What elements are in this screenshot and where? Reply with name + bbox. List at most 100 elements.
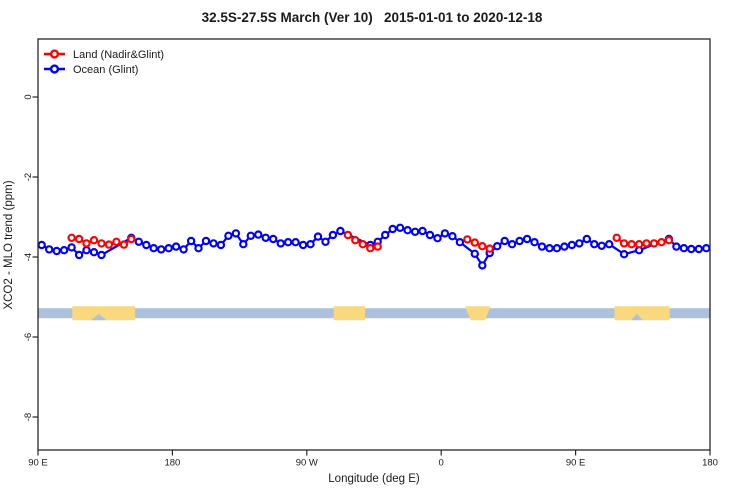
land-region [72, 306, 136, 321]
data-point [246, 231, 255, 240]
data-point [440, 229, 450, 238]
data-point [97, 250, 106, 260]
data-point [597, 241, 606, 250]
data-point [269, 234, 278, 244]
chart-title: 32.5S-27.5S March (Ver 10) 2015-01-01 to… [202, 10, 543, 25]
data-point [388, 224, 397, 234]
data-point [500, 236, 509, 246]
data-point [67, 243, 76, 252]
data-point [537, 242, 547, 251]
data-point [575, 239, 584, 248]
y-axis-label: XCO2 - MLO trend (ppm) [3, 180, 15, 309]
data-point [358, 239, 367, 249]
legend-item-ocean: Ocean (Glint) [44, 64, 138, 76]
data-point [313, 232, 323, 241]
data-point [485, 244, 494, 253]
data-point [306, 239, 315, 249]
data-point [231, 229, 241, 238]
data-point [74, 234, 84, 244]
data-point [89, 247, 99, 257]
x-tick-label: 0 [439, 458, 444, 469]
data-point [530, 237, 539, 247]
data-point [216, 240, 226, 250]
data-point [97, 239, 106, 248]
data-point [45, 245, 54, 254]
data-point [470, 238, 479, 247]
plot-box [37, 38, 711, 451]
data-point [134, 237, 143, 246]
data-point [336, 226, 345, 236]
data-point [702, 243, 711, 253]
x-axis-label: Longitude (deg E) [328, 473, 420, 485]
data-point [149, 243, 158, 253]
data-series [37, 223, 711, 270]
data-point [463, 235, 472, 244]
y-tick-label: 0 [23, 94, 34, 99]
land-region [614, 306, 670, 321]
data-point [328, 230, 338, 240]
data-point [82, 239, 91, 248]
legend-land-label: Land (Nadir&Glint) [73, 49, 164, 61]
ocean-notch [91, 313, 107, 321]
x-tick-label: 180 [702, 458, 718, 469]
data-point [239, 239, 248, 249]
legend-land-circle-icon [49, 49, 60, 59]
legend: Land (Nadir&Glint) Ocean (Glint) [44, 49, 164, 76]
land-region [333, 306, 366, 321]
data-point [619, 239, 629, 248]
ocean-strip [38, 308, 710, 319]
data-point [112, 237, 121, 246]
data-point [209, 239, 218, 248]
data-point [455, 237, 465, 247]
data-point [37, 240, 46, 250]
x-tick-label: 180 [164, 458, 180, 469]
data-point [74, 250, 84, 260]
data-point [612, 233, 621, 242]
data-point [171, 242, 181, 251]
data-point [493, 241, 502, 251]
legend-ocean-label: Ocean (Glint) [73, 64, 138, 76]
data-point [649, 239, 659, 248]
data-point [291, 237, 300, 247]
legend-ocean-circle-icon [49, 64, 60, 74]
y-tick-label: -4 [23, 253, 34, 261]
data-point [403, 225, 412, 235]
data-point [552, 243, 562, 253]
data-point [366, 243, 375, 253]
data-point [261, 233, 270, 242]
data-point [605, 239, 614, 249]
data-point [545, 243, 554, 253]
data-point [433, 233, 442, 243]
data-point [142, 240, 151, 250]
data-point [67, 233, 76, 242]
data-point [186, 236, 196, 246]
data-point [657, 237, 666, 247]
data-point [119, 240, 129, 249]
data-point [395, 223, 405, 232]
data-point [507, 239, 517, 249]
data-point [515, 236, 524, 246]
data-point [410, 227, 420, 236]
data-point [634, 239, 644, 249]
data-point [82, 245, 91, 255]
data-point [156, 245, 166, 254]
y-tick-label: -2 [23, 173, 34, 181]
data-point [582, 234, 592, 244]
ocean-notch [630, 313, 643, 321]
data-point [104, 240, 114, 249]
data-point [425, 230, 435, 240]
y-tick-label: -6 [23, 333, 34, 341]
data-point [224, 231, 233, 240]
data-point [694, 244, 704, 254]
data-point [52, 246, 61, 256]
data-point [478, 261, 487, 270]
data-point [627, 239, 636, 249]
data-point [127, 234, 136, 244]
data-point [619, 249, 629, 259]
data-point [470, 249, 479, 258]
data-point [201, 236, 211, 246]
x-tick-label: 90 E [566, 458, 586, 469]
data-point [283, 237, 293, 247]
